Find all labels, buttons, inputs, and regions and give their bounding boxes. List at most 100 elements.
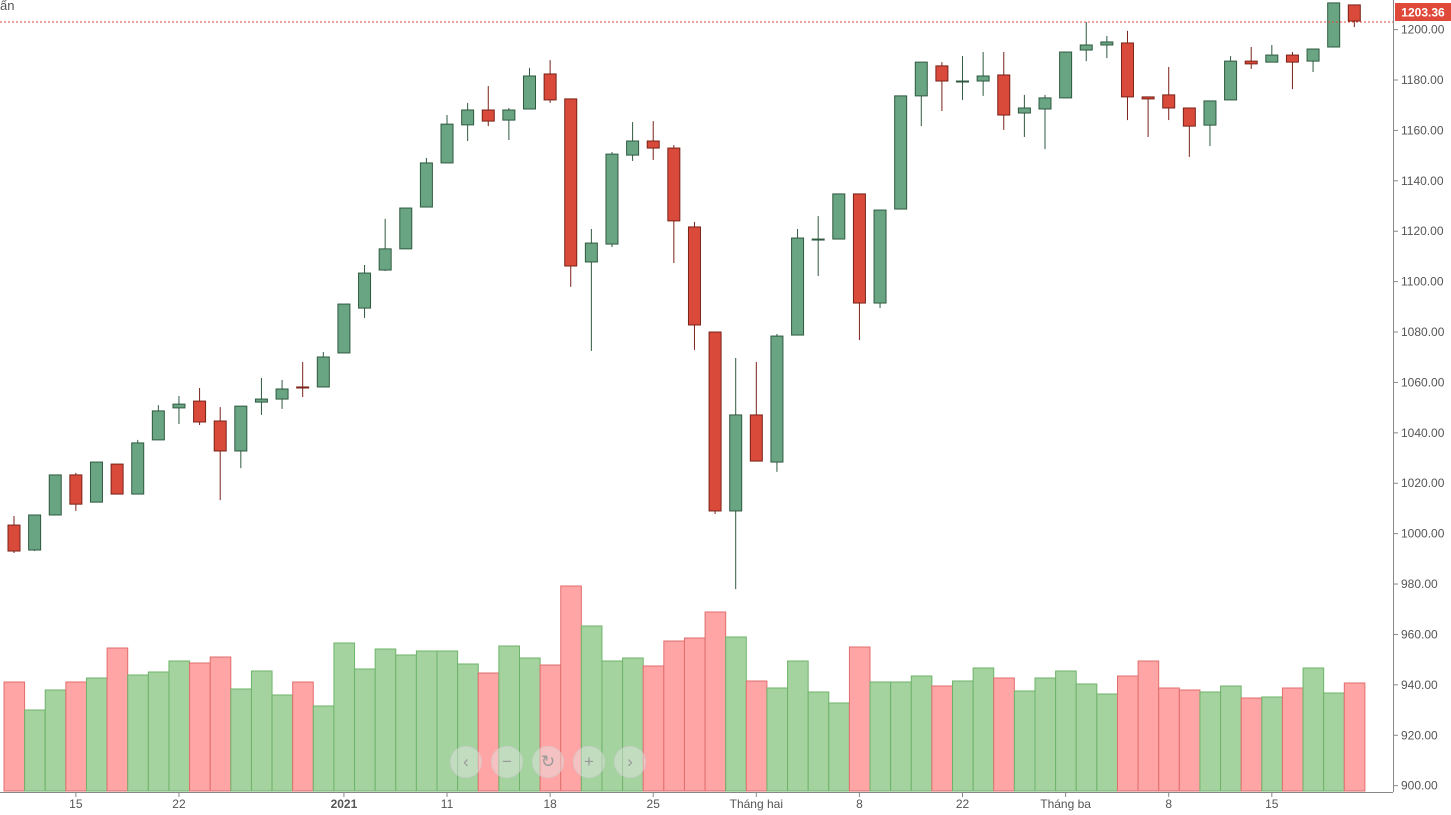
volume-bar <box>65 681 87 792</box>
candle-body <box>914 61 928 97</box>
candle-body <box>213 420 227 452</box>
volume-bar <box>1034 677 1057 792</box>
candle-body <box>523 75 536 110</box>
candle-body <box>1285 54 1299 63</box>
candle-body <box>69 474 83 505</box>
candle-body <box>89 461 103 503</box>
volume-bar <box>1199 691 1222 792</box>
price-tick-label: 980.00 <box>1401 577 1438 591</box>
volume-bar <box>1075 683 1098 792</box>
volume-bar <box>24 709 46 792</box>
price-tick-label: 1060.00 <box>1401 375 1445 389</box>
time-tick-label: 8 <box>856 797 863 811</box>
candle-body <box>419 162 433 208</box>
candle-body <box>791 237 805 336</box>
volume-bar <box>85 677 108 792</box>
candle-body <box>729 414 743 512</box>
volume-bar <box>230 688 252 792</box>
price-tick-label: 1000.00 <box>1401 527 1445 541</box>
candle-body <box>193 400 207 423</box>
candle-body <box>234 405 248 452</box>
volume-bar <box>1055 670 1077 792</box>
candle-body <box>687 226 701 326</box>
volume-bar <box>127 674 149 792</box>
candle-body <box>275 388 289 400</box>
volume-bar <box>931 685 954 792</box>
candle-body <box>296 386 310 389</box>
candle-body <box>646 140 660 149</box>
volume-bar <box>910 675 933 792</box>
candle-body <box>1162 94 1176 109</box>
candle-body <box>378 248 392 271</box>
price-tick-label: 1180.00 <box>1401 73 1444 87</box>
price-axis: 900.00 920.00 940.00 960.00 980.00 1000.00 102… <box>1393 23 1445 793</box>
candle-body <box>1224 60 1238 101</box>
volume-bar <box>1240 697 1263 792</box>
candle-body <box>976 75 990 82</box>
corner-label: ẩn <box>0 0 15 13</box>
candle-body <box>873 209 887 304</box>
zoom-out-button[interactable]: − <box>491 746 523 778</box>
price-tick-label: 1200.00 <box>1401 23 1445 37</box>
candle-body <box>440 123 454 164</box>
candle-body <box>131 442 145 495</box>
candle-body <box>110 463 124 495</box>
volume-bar <box>642 665 665 792</box>
candle-body <box>399 207 413 250</box>
volume-bar <box>787 660 809 792</box>
volume-bar <box>1096 693 1118 792</box>
candle-body <box>811 238 825 241</box>
reset-button[interactable]: ↻ <box>532 746 564 778</box>
volume-bar <box>147 671 170 792</box>
price-tick-label: 940.00 <box>1401 678 1438 692</box>
candle-body <box>28 514 42 551</box>
candle-body <box>956 80 970 83</box>
time-tick-label: Tháng hai <box>730 797 783 811</box>
volume-bar <box>106 647 129 792</box>
price-tick-label: 1140.00 <box>1401 174 1444 188</box>
candle-body <box>1203 100 1217 126</box>
volume-bar <box>209 656 232 792</box>
volume-bar <box>869 681 892 792</box>
volume-bar <box>745 680 768 792</box>
volume-bar <box>766 687 789 792</box>
volume-bars <box>3 585 1366 792</box>
time-tick-label: 18 <box>543 797 557 811</box>
volume-bar <box>354 668 376 792</box>
volume-bar <box>1323 692 1345 792</box>
volume-bar <box>1302 667 1325 792</box>
candle-body <box>749 414 763 462</box>
candle-body <box>543 73 557 101</box>
volume-bar <box>663 640 685 792</box>
price-tick-label: 1040.00 <box>1401 426 1445 440</box>
candle-body <box>1038 97 1052 110</box>
candle-body <box>1182 107 1196 127</box>
volume-bar <box>1281 687 1304 792</box>
candle-body <box>337 303 351 354</box>
scroll-right-button[interactable]: › <box>614 746 646 778</box>
scroll-left-button[interactable]: ‹ <box>450 746 482 778</box>
volume-bar <box>189 662 211 792</box>
volume-bar <box>312 705 335 792</box>
candle-body <box>7 524 21 552</box>
candle-body <box>48 474 62 516</box>
candle-body <box>584 242 598 263</box>
volume-bar <box>1158 687 1180 792</box>
candle-body <box>894 95 908 210</box>
time-tick-label: 11 <box>441 797 454 811</box>
volume-bar <box>395 654 417 792</box>
time-tick-label: 8 <box>1165 797 1172 811</box>
candle-body <box>1100 41 1114 46</box>
volume-bar <box>1220 685 1242 792</box>
price-tick-label: 1120.00 <box>1401 224 1444 238</box>
volume-bar <box>271 694 294 792</box>
candle-body <box>626 140 640 156</box>
time-tick-label: 15 <box>69 797 83 811</box>
volume-bar <box>952 680 974 792</box>
price-tick-label: 1160.00 <box>1401 123 1444 137</box>
candle-body <box>832 193 846 240</box>
zoom-in-button[interactable]: + <box>573 746 605 778</box>
volume-bar <box>704 611 727 792</box>
candle-body <box>151 410 165 441</box>
